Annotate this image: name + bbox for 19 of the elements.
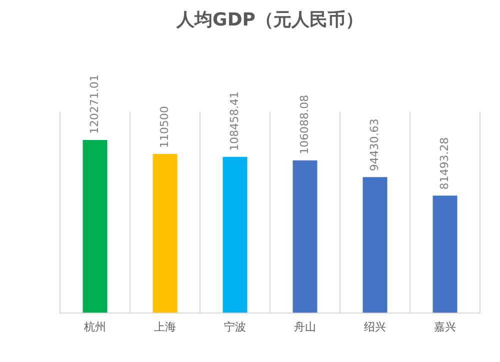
- x-tick-label: 宁波: [224, 320, 246, 334]
- bar: [432, 196, 458, 313]
- data-label: 110500: [158, 106, 171, 148]
- x-tick-label: 舟山: [294, 320, 316, 334]
- chart-title: 人均GDP（元人民币）: [176, 9, 364, 30]
- x-tick-label: 嘉兴: [434, 320, 456, 334]
- data-label: 120271.01: [88, 74, 101, 134]
- data-label: 94430.63: [368, 118, 381, 172]
- data-label: 108458.41: [228, 91, 241, 151]
- x-tick-label: 上海: [154, 320, 176, 334]
- bar: [152, 154, 178, 313]
- x-tick-label: 杭州: [83, 320, 106, 334]
- bar: [292, 160, 318, 313]
- bar: [222, 156, 248, 313]
- x-tick-label: 绍兴: [364, 320, 386, 334]
- bar: [362, 177, 388, 313]
- data-label: 106088.08: [298, 94, 311, 154]
- data-label: 81493.28: [438, 137, 451, 190]
- bar: [82, 140, 108, 313]
